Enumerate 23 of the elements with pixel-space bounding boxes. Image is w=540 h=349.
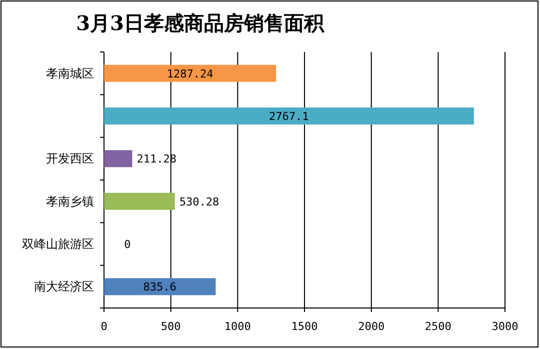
bar — [104, 108, 474, 124]
data-label: 2767.1 — [269, 110, 309, 123]
y-tick-label: 孝南城区 — [46, 66, 94, 80]
data-label: 1287.24 — [166, 67, 214, 80]
x-tick-label: 2500 — [424, 320, 452, 333]
x-tick-label: 0 — [100, 320, 108, 333]
y-tick-label: 开发西区 — [46, 152, 94, 166]
y-tick-label: 双峰山旅游区 — [22, 237, 94, 251]
chart-title: 3月3日孝感商品房销售面积 — [76, 11, 325, 35]
bar — [104, 278, 216, 296]
x-tick-label: 500 — [160, 320, 181, 333]
data-label: 530.28 — [179, 195, 220, 208]
x-tick-label: 1000 — [224, 320, 251, 333]
bar — [104, 192, 175, 210]
y-tick-label: 孝南乡镇 — [46, 194, 94, 208]
data-label: 0 — [124, 238, 131, 251]
data-label: 835.6 — [143, 280, 176, 294]
x-tick-label: 2000 — [358, 320, 385, 333]
y-tick-label: 南大经济区 — [34, 280, 94, 294]
x-tick-label: 1500 — [291, 320, 318, 333]
bar — [104, 64, 276, 82]
bar — [104, 150, 132, 168]
x-tick-label: 3000 — [492, 320, 518, 333]
